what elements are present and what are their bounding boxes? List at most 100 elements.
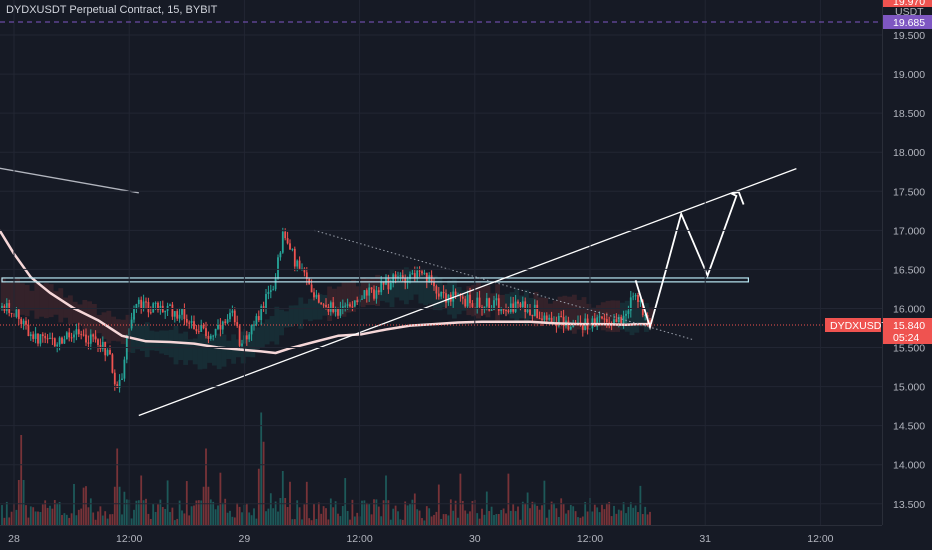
candle-body[interactable] [394,274,397,279]
candle-body[interactable] [173,311,176,317]
candle-body[interactable] [461,296,464,299]
candle-body[interactable] [281,231,284,253]
candle-body[interactable] [550,317,553,323]
candle-body[interactable] [109,350,111,355]
candle-body[interactable] [56,344,59,347]
candle-body[interactable] [241,343,243,346]
candle-body[interactable] [634,294,637,297]
candle-body[interactable] [20,318,23,325]
candle-body[interactable] [73,334,75,338]
candle-body[interactable] [291,248,294,250]
candle-body[interactable] [313,292,315,298]
candle-body[interactable] [147,301,150,313]
candle-body[interactable] [65,332,68,340]
candle-body[interactable] [428,275,431,283]
candle-body[interactable] [63,339,66,344]
candle-body[interactable] [404,278,407,283]
candle-body[interactable] [200,324,203,332]
candle-body[interactable] [159,305,162,310]
candle-body[interactable] [106,350,109,356]
candle-body[interactable] [639,300,642,302]
candle-body[interactable] [34,333,37,339]
candle-body[interactable] [85,334,87,343]
candle-body[interactable] [27,324,30,337]
candle-body[interactable] [620,316,623,324]
candle-body[interactable] [497,298,500,311]
candle-body[interactable] [341,306,344,309]
candle-body[interactable] [361,298,363,300]
candle-body[interactable] [279,252,282,258]
candle-body[interactable] [310,284,313,293]
candle-body[interactable] [493,300,495,310]
drawings-layer[interactable] [0,167,797,417]
candle-body[interactable] [260,306,263,321]
candle-body[interactable] [627,310,630,314]
candle-body[interactable] [401,275,404,279]
candle-body[interactable] [32,334,35,339]
candle-body[interactable] [622,315,625,324]
candle-body[interactable] [205,328,207,336]
candle-body[interactable] [183,308,186,319]
candle-body[interactable] [512,303,515,312]
candle-body[interactable] [37,333,39,344]
candle-body[interactable] [274,278,277,290]
candle-body[interactable] [541,318,543,320]
candle-body[interactable] [265,294,267,309]
candle-body[interactable] [257,316,260,321]
candle-body[interactable] [435,286,438,294]
candle-body[interactable] [327,307,330,312]
candle-body[interactable] [557,316,560,327]
old-trend-line[interactable] [0,167,139,194]
candle-body[interactable] [322,304,325,306]
candle-body[interactable] [188,322,191,324]
candle-body[interactable] [219,325,222,330]
candle-body[interactable] [375,290,378,299]
candle-body[interactable] [389,282,392,290]
candle-body[interactable] [135,304,138,309]
candle-body[interactable] [392,274,395,283]
candle-body[interactable] [476,297,479,309]
candle-body[interactable] [178,314,181,319]
candle-body[interactable] [337,307,339,316]
candle-body[interactable] [289,243,291,250]
candle-body[interactable] [344,305,347,307]
candle-body[interactable] [267,291,270,295]
candle-body[interactable] [445,293,447,303]
candle-body[interactable] [644,314,647,316]
candle-body[interactable] [87,342,90,344]
candle-body[interactable] [224,321,227,323]
candle-body[interactable] [269,290,272,292]
candle-body[interactable] [334,307,337,312]
candle-body[interactable] [51,337,54,339]
candle-body[interactable] [442,291,445,294]
candle-body[interactable] [202,324,205,329]
candle-body[interactable] [577,322,579,324]
candle-body[interactable] [77,329,80,335]
candle-body[interactable] [272,289,275,291]
candle-body[interactable] [548,317,551,320]
symbol-tag[interactable] [825,318,881,332]
candle-body[interactable] [598,316,601,318]
time-axis[interactable]: 28 12:00 29 12:00 30 12:00 31 12:00 [0,0,882,545]
candle-body[interactable] [526,309,529,313]
candle-body[interactable] [495,298,498,301]
candle-body[interactable] [193,321,195,330]
candle-body[interactable] [418,270,421,272]
candle-body[interactable] [437,293,440,297]
candle-body[interactable] [514,301,517,312]
candle-body[interactable] [332,302,335,312]
candle-body[interactable] [409,274,411,279]
candle-body[interactable] [58,337,61,345]
candle-body[interactable] [154,302,157,304]
candle-body[interactable] [164,310,167,313]
alert-price-tag[interactable] [883,15,932,29]
candle-body[interactable] [209,335,212,339]
candle-body[interactable] [317,294,320,303]
candle-body[interactable] [298,260,301,270]
price-axis[interactable]: 13.500 14.000 14.500 15.000 15.500 16.000 16.5… [0,0,925,525]
candle-body[interactable] [29,334,32,337]
candle-body[interactable] [161,305,164,313]
candle-body[interactable] [349,304,351,307]
